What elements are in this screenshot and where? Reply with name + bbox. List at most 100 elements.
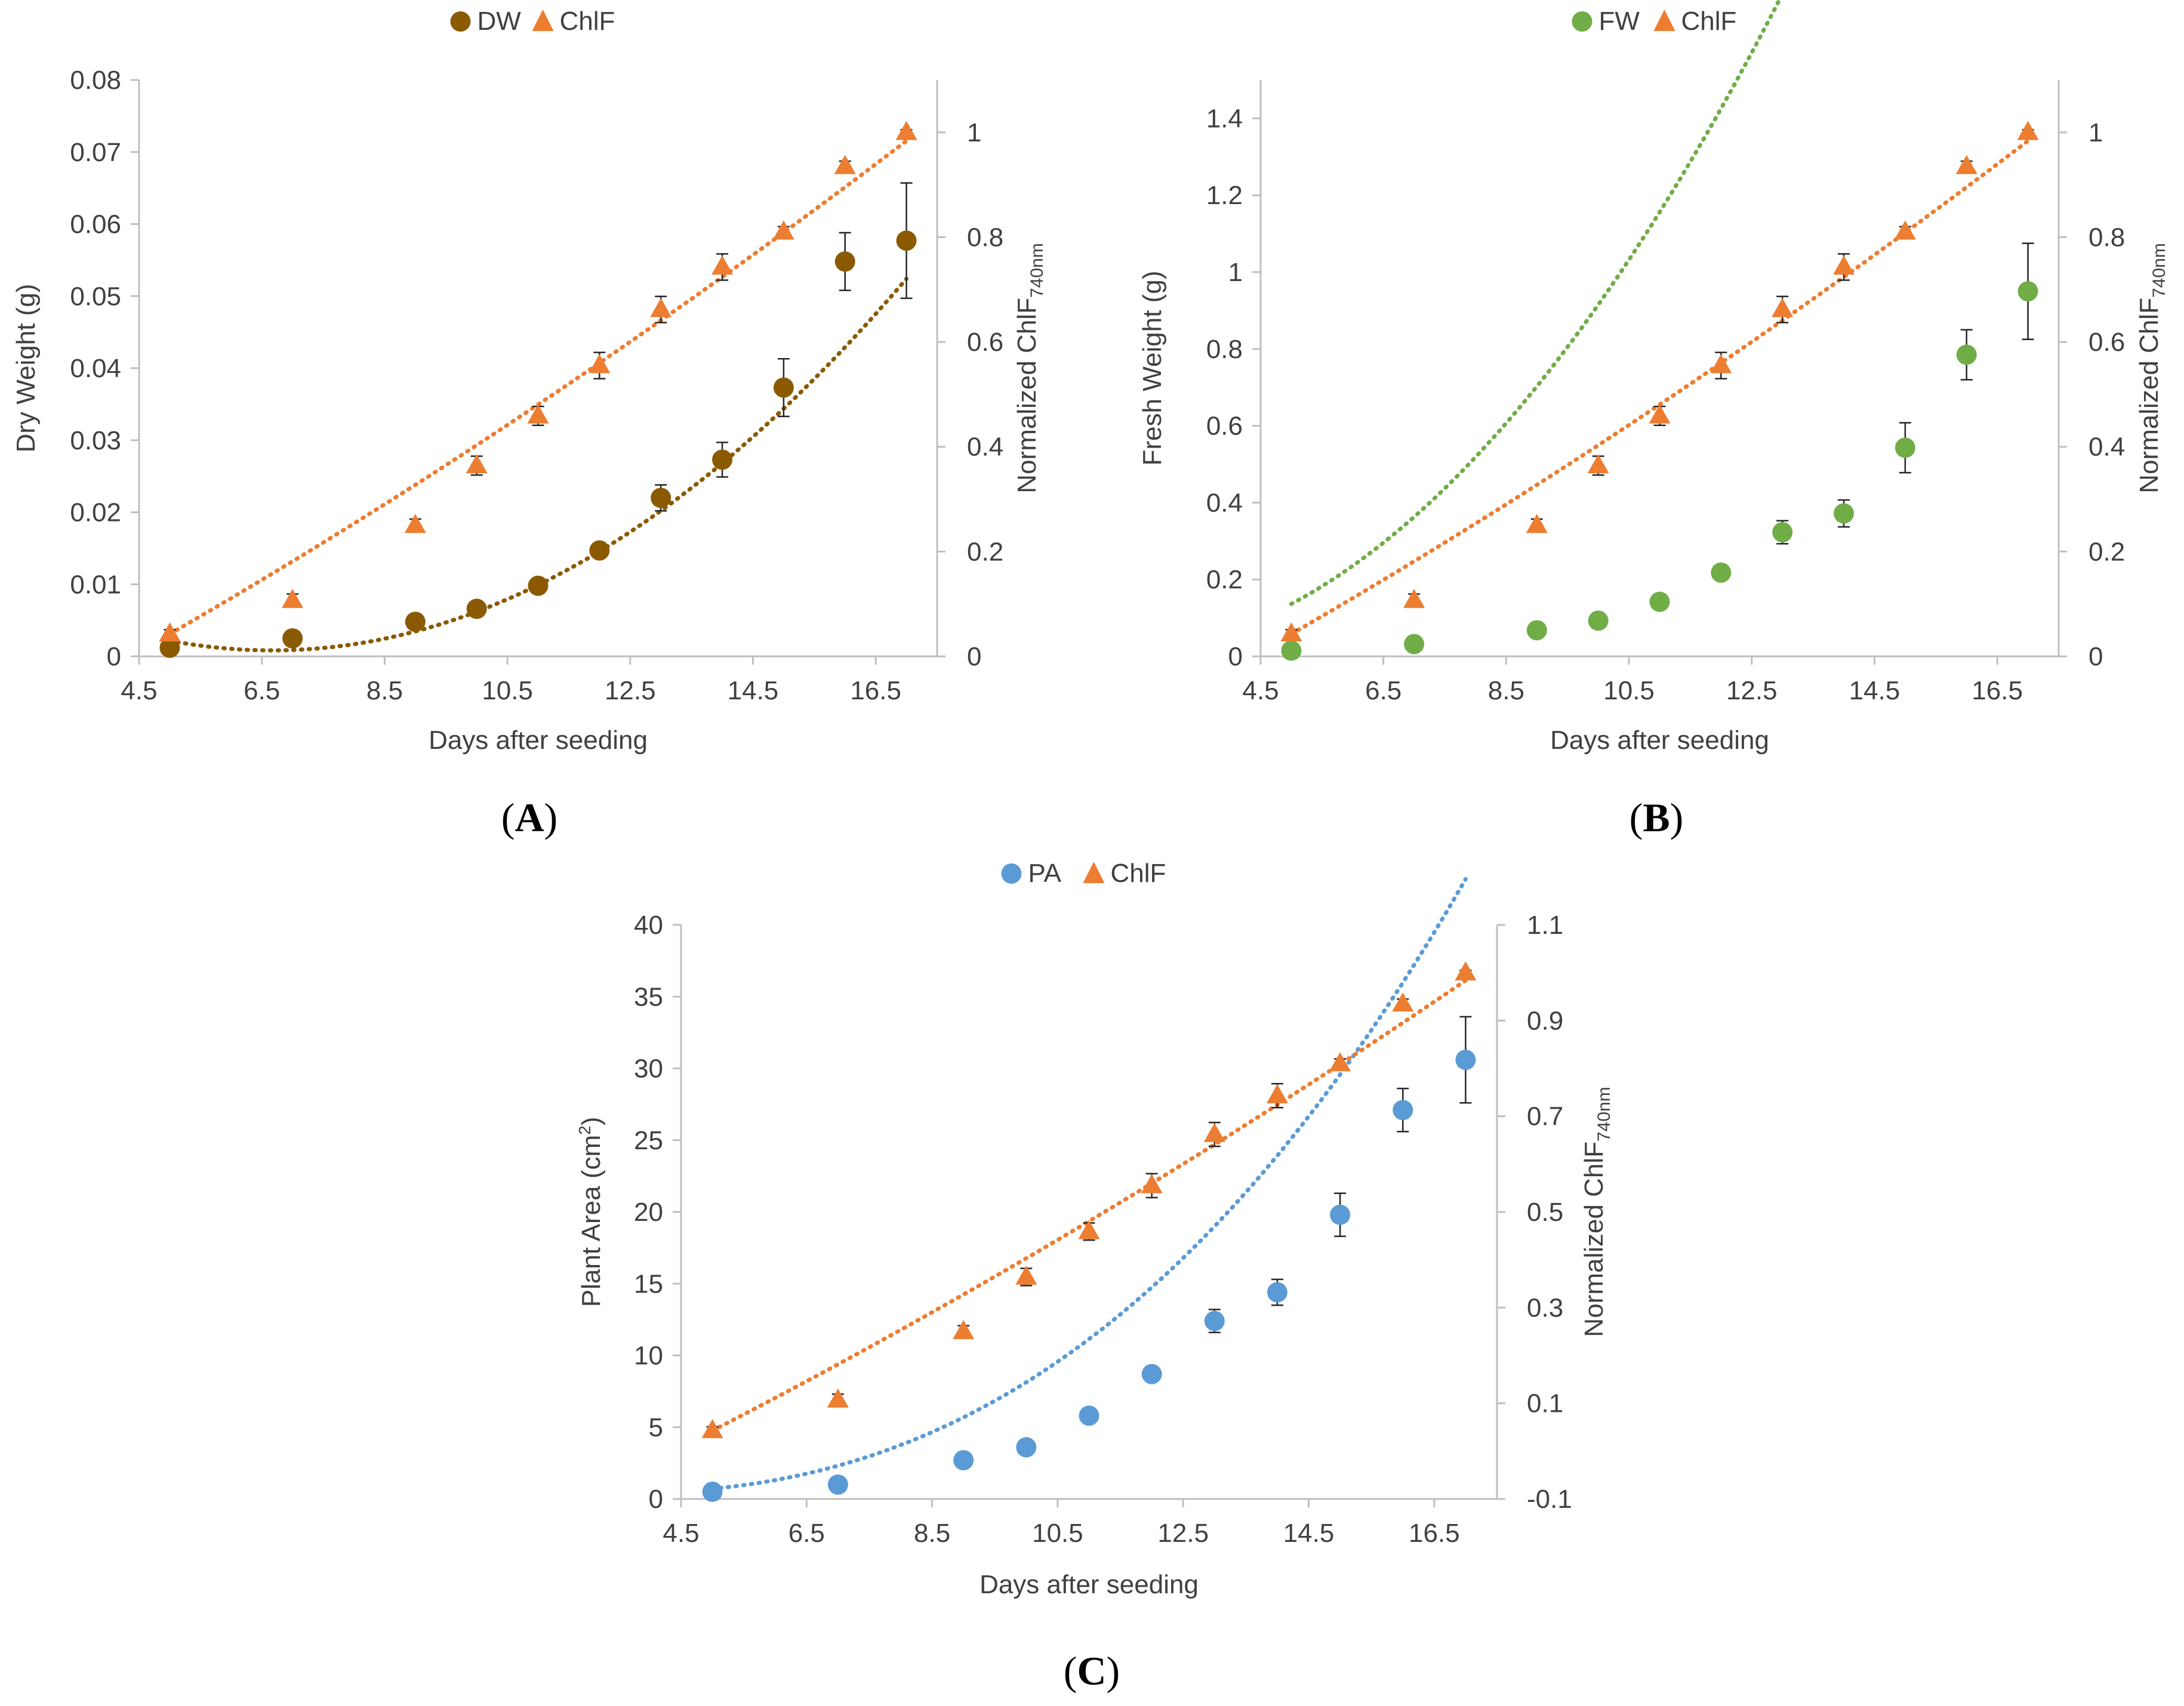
data-point: [895, 121, 917, 140]
data-point: [827, 1388, 849, 1408]
x-tick-label: 6.5: [244, 676, 280, 705]
x-tick-label: 6.5: [1365, 676, 1401, 705]
x-tick-label: 4.5: [121, 676, 157, 705]
x-tick-label: 16.5: [1409, 1519, 1460, 1548]
legend-label: PA: [1028, 859, 1062, 888]
data-point: [527, 404, 549, 424]
legend-marker: [450, 11, 471, 32]
data-point: [528, 575, 549, 596]
data-point: [1895, 437, 1915, 458]
legend-label: DW: [478, 7, 522, 36]
data-point: [1833, 255, 1855, 275]
data-point: [1649, 591, 1670, 612]
y-tick-label: 1.4: [1206, 104, 1243, 133]
legend: PA ChlF: [1001, 859, 1166, 888]
data-point: [701, 1419, 723, 1439]
data-point: [466, 454, 488, 474]
x-tick-label: 14.5: [1283, 1519, 1335, 1548]
y-tick-label: 1.2: [1206, 181, 1243, 210]
data-point: [1016, 1437, 1037, 1458]
y2-tick-label: 0.9: [1527, 1006, 1563, 1035]
data-point: [1329, 1052, 1351, 1072]
panel-label: (C): [1064, 1648, 1120, 1693]
data-point: [404, 514, 426, 533]
x-tick-label: 12.5: [605, 676, 656, 705]
x-tick-label: 10.5: [482, 676, 533, 705]
trendline: [1289, 0, 1782, 606]
legend-label: ChlF: [1681, 7, 1737, 36]
y-tick-label: 40: [634, 911, 663, 940]
y-tick-label: 0.07: [70, 138, 121, 167]
y2-tick-label: 0.3: [1527, 1293, 1563, 1322]
x-axis-label: Days after seeding: [429, 726, 648, 755]
y2-tick-label: 1.1: [1527, 911, 1563, 940]
y2-tick-label: 0.6: [2088, 328, 2125, 357]
data-point: [711, 255, 734, 275]
legend-marker: [1083, 862, 1105, 883]
x-tick-label: 14.5: [1849, 676, 1900, 705]
data-point: [827, 1474, 848, 1495]
data-point: [1404, 634, 1425, 655]
y-tick-label: 0: [107, 642, 121, 671]
trendline: [710, 877, 1468, 1491]
y-tick-label: 15: [634, 1269, 663, 1298]
y-tick-label: 0: [649, 1485, 663, 1514]
legend-marker: [1001, 863, 1022, 884]
series-fw-left: [1281, 0, 2038, 661]
legend-label: ChlF: [560, 7, 615, 36]
legend: FW ChlF: [1572, 7, 1737, 36]
data-point: [1455, 961, 1477, 980]
y2-tick-label: 0.7: [1527, 1102, 1563, 1131]
y-tick-label: 0.04: [70, 354, 121, 383]
data-point: [953, 1450, 974, 1471]
data-point: [2017, 281, 2038, 302]
data-point: [1955, 155, 1977, 174]
legend-marker: [1572, 11, 1592, 32]
data-point: [1393, 1100, 1413, 1121]
legend: DW ChlF: [450, 7, 615, 36]
data-point: [159, 637, 180, 658]
data-point: [834, 251, 855, 272]
data-point: [772, 220, 794, 240]
data-point: [589, 354, 611, 374]
y-tick-label: 5: [649, 1413, 663, 1442]
y2-tick-label: 0.4: [2088, 433, 2125, 462]
x-tick-label: 6.5: [788, 1519, 825, 1548]
series-chlf-right: [159, 121, 917, 642]
y2-tick-label: 0: [967, 642, 981, 671]
data-point: [953, 1320, 975, 1340]
data-point: [712, 449, 733, 470]
series-chlf-right: [1280, 121, 2039, 642]
y-tick-label: 30: [634, 1054, 663, 1084]
data-point: [1587, 454, 1609, 474]
data-point: [282, 628, 303, 649]
series-chlf-right: [701, 961, 1477, 1439]
data-point: [589, 540, 610, 561]
y-axis-label: Fresh Weight (g): [1138, 271, 1167, 466]
y2-tick-label: 0.4: [967, 433, 1003, 462]
y-tick-label: 10: [634, 1341, 663, 1371]
data-point: [1204, 1310, 1225, 1331]
panel-c: 4.5 6.5 8.5 10.5 12.5 14.5 16.5 0 5 10 15 20 25 30 35 4…: [575, 859, 1614, 1693]
data-point: [650, 298, 672, 317]
data-point: [466, 599, 487, 619]
y2-tick-label: 0.1: [1527, 1389, 1563, 1418]
y-axis-label: Plant Area (cm2): [575, 1117, 606, 1307]
y2-tick-label: 0.2: [967, 537, 1003, 566]
y2-tick-label: 1: [967, 118, 981, 147]
y-tick-label: 20: [634, 1198, 663, 1227]
data-point: [1894, 220, 1916, 240]
y-tick-label: 0.08: [70, 66, 121, 95]
data-point: [282, 588, 304, 608]
series-dw-left: [159, 182, 917, 658]
y-tick-label: 0.05: [70, 282, 121, 311]
data-point: [1078, 1220, 1100, 1239]
data-point: [1710, 354, 1732, 374]
y-tick-label: 0.02: [70, 498, 121, 527]
x-tick-label: 12.5: [1157, 1519, 1209, 1548]
x-tick-label: 10.5: [1032, 1519, 1083, 1548]
y2-tick-label: 0: [2088, 642, 2103, 671]
data-point: [1266, 1084, 1288, 1103]
y2-tick-label: 0.2: [2088, 537, 2125, 566]
